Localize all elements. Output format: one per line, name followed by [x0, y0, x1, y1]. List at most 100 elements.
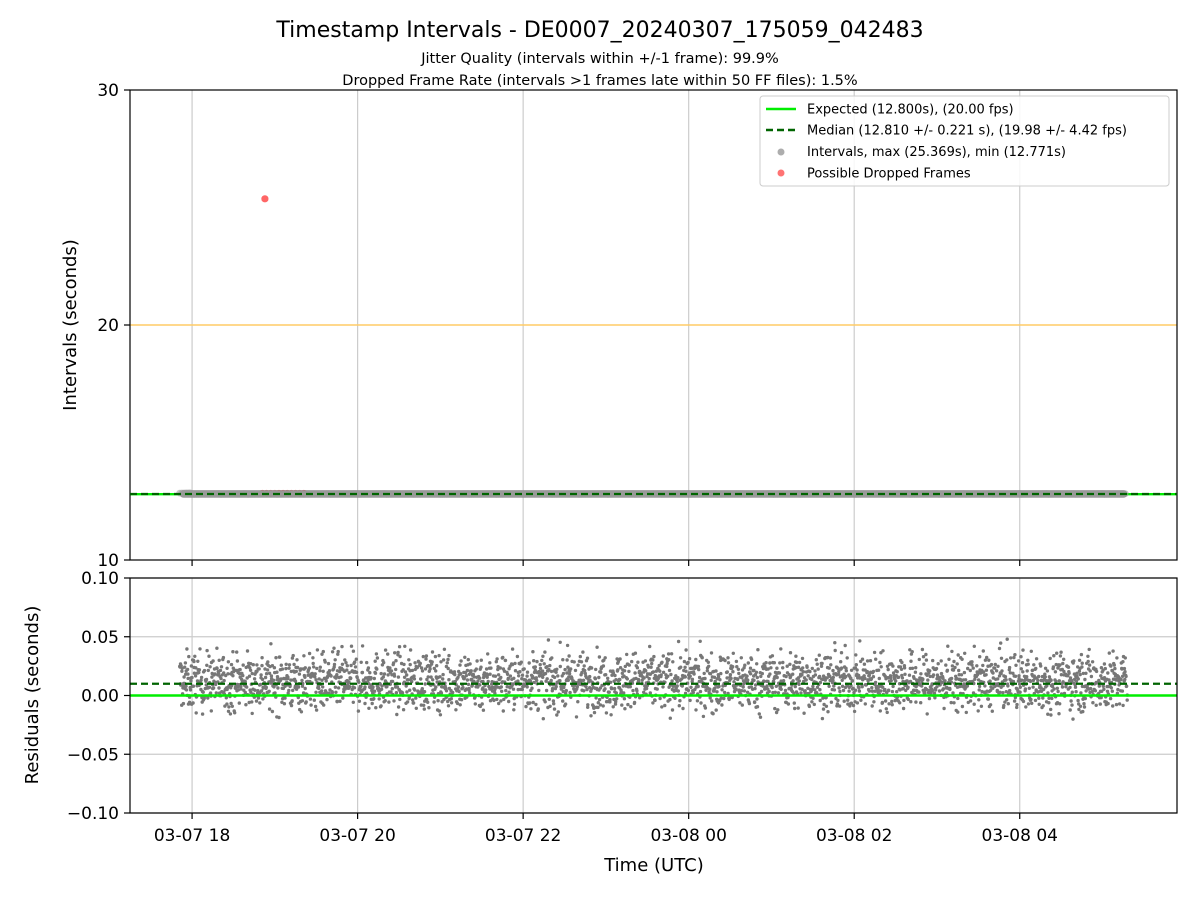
residual-point: [344, 661, 348, 665]
residual-point: [998, 690, 1002, 694]
residual-point: [525, 670, 530, 674]
x-axis-label: Time (UTC): [603, 855, 704, 876]
residual-point: [891, 664, 895, 668]
residual-point: [1032, 663, 1036, 667]
residual-point: [821, 707, 826, 711]
residual-point: [238, 667, 242, 672]
residual-point: [776, 691, 781, 695]
residual-point: [1004, 690, 1008, 694]
residual-point: [336, 686, 341, 690]
residual-point: [368, 671, 372, 675]
residual-point: [219, 676, 223, 681]
residual-point: [748, 672, 753, 676]
residual-point: [688, 674, 692, 678]
residual-point: [877, 684, 881, 689]
residual-point: [325, 697, 329, 702]
residual-point: [1082, 705, 1087, 709]
residual-point: [603, 687, 607, 691]
residual-point: [890, 699, 894, 704]
residual-point: [623, 664, 627, 669]
residual-point: [1043, 672, 1047, 676]
residual-point: [836, 698, 840, 703]
residual-point: [793, 706, 797, 711]
residual-point: [741, 685, 745, 689]
residual-point: [186, 676, 190, 681]
residual-point: [708, 672, 713, 676]
residual-point: [1076, 698, 1080, 703]
residual-point: [701, 714, 706, 719]
residual-point: [776, 708, 780, 712]
residual-point: [756, 648, 760, 652]
residual-point: [558, 679, 562, 683]
residual-point: [383, 699, 387, 703]
residual-point: [1027, 686, 1032, 690]
residual-point: [901, 686, 905, 691]
residual-point: [286, 675, 290, 679]
residual-point: [239, 684, 243, 689]
residual-point: [1041, 704, 1045, 708]
residual-point: [430, 650, 435, 654]
residual-point: [324, 679, 328, 683]
residual-point: [651, 701, 655, 705]
residual-point: [180, 669, 184, 673]
residual-point: [357, 680, 361, 684]
residual-point: [396, 705, 401, 709]
residual-point: [810, 677, 814, 682]
residual-point: [964, 710, 968, 715]
residual-point: [914, 666, 918, 670]
residual-point: [359, 684, 363, 689]
residual-point: [706, 660, 710, 664]
residual-point: [919, 672, 923, 676]
residual-point: [842, 699, 846, 703]
residual-point: [390, 687, 394, 691]
residual-point: [840, 684, 845, 688]
residual-point: [1025, 675, 1029, 679]
residual-point: [725, 670, 729, 674]
residual-point: [456, 685, 461, 689]
residual-point: [531, 650, 535, 654]
residual-point: [661, 670, 666, 674]
residual-point: [248, 668, 253, 672]
residual-point: [349, 644, 354, 648]
residual-point: [352, 686, 357, 690]
residual-point: [810, 700, 814, 704]
residual-point: [446, 666, 450, 671]
residual-point: [311, 661, 315, 666]
residual-point: [635, 689, 639, 693]
residual-point: [1052, 687, 1056, 691]
residual-point: [508, 674, 513, 678]
intervals-y-label: Intervals (seconds): [60, 239, 81, 411]
residuals-y-tick-label: 0.10: [81, 569, 119, 589]
residual-point: [500, 689, 504, 693]
residual-point: [1069, 699, 1073, 703]
residual-point: [625, 677, 629, 681]
residual-point: [857, 673, 861, 678]
residual-point: [1046, 691, 1050, 695]
residual-point: [870, 689, 875, 693]
residual-point: [1058, 654, 1063, 658]
residual-point: [420, 687, 424, 691]
residual-point: [307, 673, 311, 677]
residual-point: [937, 689, 942, 693]
residual-point: [944, 691, 949, 695]
residual-point: [956, 710, 960, 714]
residual-point: [1034, 657, 1039, 661]
residual-point: [315, 666, 319, 671]
residual-point: [1074, 690, 1078, 694]
residual-point: [433, 654, 438, 659]
residual-point: [459, 698, 464, 702]
residual-point: [890, 689, 895, 694]
residual-point: [1028, 679, 1033, 684]
residual-point: [811, 696, 815, 700]
residual-point: [467, 686, 471, 691]
intervals-y-ticks: 10 20 30: [97, 81, 130, 571]
legend: Expected (12.800s), (20.00 fps) Median (…: [759, 95, 1170, 187]
residual-point: [612, 697, 616, 702]
residual-point: [991, 686, 995, 690]
residual-point: [950, 664, 955, 668]
residual-point: [876, 668, 881, 672]
residual-point: [894, 679, 898, 683]
residual-point: [199, 678, 203, 682]
residual-point: [852, 690, 856, 695]
residual-point: [425, 698, 429, 702]
